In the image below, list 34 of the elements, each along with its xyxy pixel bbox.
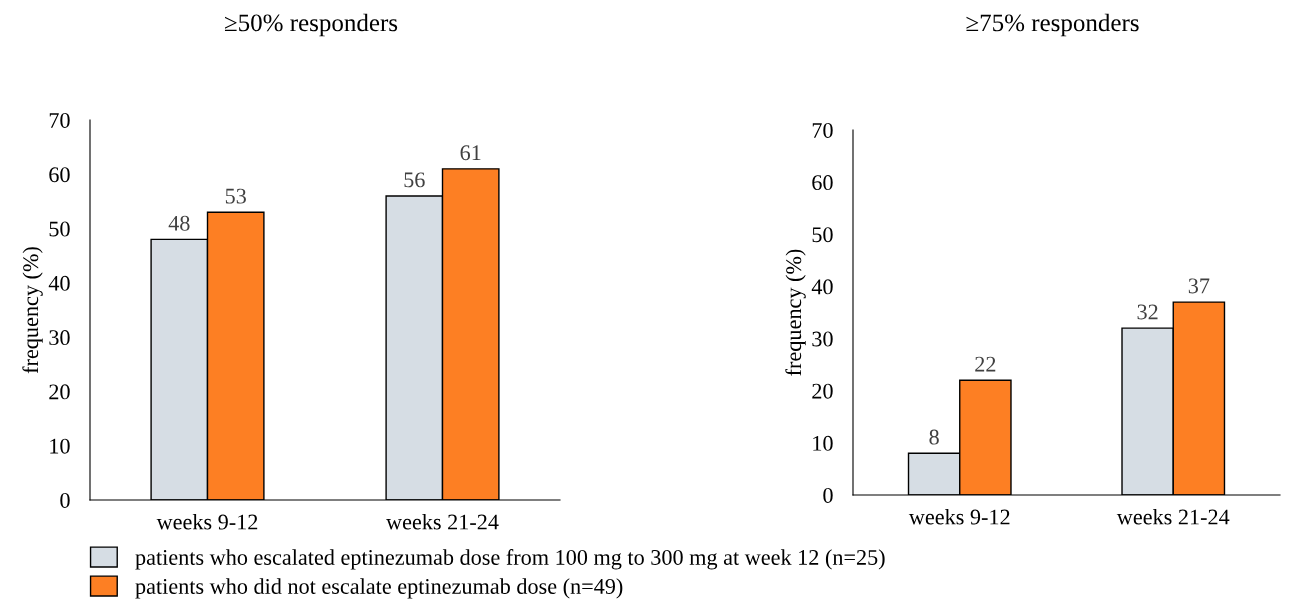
- chart-title: ≥50% responders: [224, 13, 398, 37]
- y-axis-title: frequency (%): [785, 249, 806, 376]
- y-tick-label: 70: [812, 122, 833, 138]
- y-tick-label: 0: [60, 492, 70, 508]
- y-tick-label: 20: [49, 384, 70, 400]
- y-tick-label: 10: [813, 435, 833, 451]
- legend-label: patients who did not escalate eptinezumab dose (n=49): [135, 578, 623, 599]
- x-tick-label: weeks 21-24: [1116, 508, 1230, 525]
- y-tick-label: 0: [823, 487, 833, 503]
- data-label: 37: [1188, 278, 1210, 294]
- x-tick-label: weeks 9-12: [908, 508, 1010, 525]
- y-tick-label: 50: [812, 227, 833, 243]
- y-tick-label: 50: [49, 221, 70, 237]
- y-tick-label: 30: [49, 330, 70, 346]
- chart-title: ≥75% responders: [966, 13, 1139, 37]
- data-label: 22: [975, 356, 996, 372]
- data-label: 48: [168, 215, 190, 231]
- y-tick-label: 60: [49, 167, 70, 183]
- data-label: 8: [929, 429, 939, 445]
- legend-label: patients who escalated eptinezumab dose from 100 mg to 300 mg at week 12 (n=25): [135, 549, 885, 570]
- y-axis-title: frequency (%): [22, 247, 43, 374]
- y-tick-label: 40: [811, 279, 833, 295]
- y-tick-label: 10: [50, 438, 70, 454]
- data-label: 53: [225, 188, 246, 204]
- y-tick-label: 60: [812, 175, 833, 191]
- y-tick-label: 30: [812, 331, 833, 347]
- data-label: 56: [404, 172, 425, 188]
- x-tick-label: weeks 9-12: [156, 513, 258, 530]
- y-tick-label: 40: [48, 275, 70, 291]
- x-tick-label: weeks 21-24: [386, 513, 499, 530]
- data-label: 61: [460, 145, 481, 161]
- y-tick-label: 20: [812, 383, 833, 399]
- data-label: 32: [1137, 304, 1158, 320]
- y-tick-label: 70: [49, 112, 70, 128]
